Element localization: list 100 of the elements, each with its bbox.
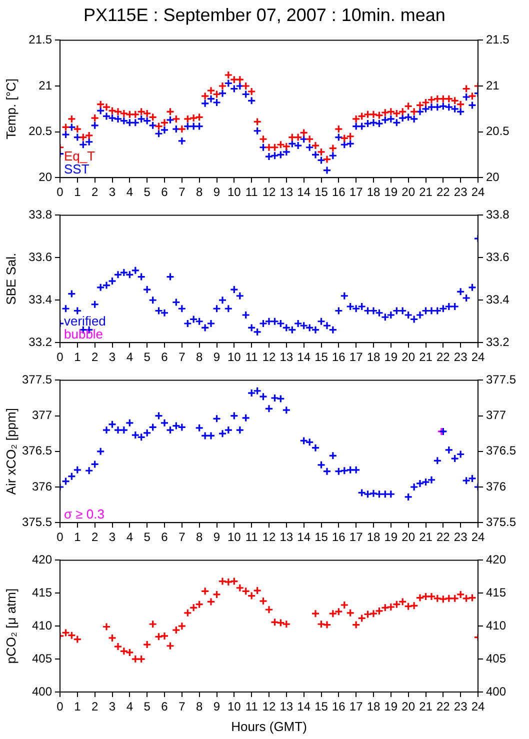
- x-tick-label: 19: [384, 350, 398, 364]
- x-tick-label: 9: [213, 185, 220, 200]
- x-tick-label: 8: [196, 350, 203, 364]
- x-tick-label: 14: [297, 530, 311, 544]
- y-tick-label: 376.5: [22, 444, 52, 458]
- x-tick-label: 11: [245, 185, 258, 200]
- x-tick-label: 4: [126, 700, 134, 714]
- y2-tick-label: 420: [486, 552, 506, 567]
- x-tick-label: 5: [144, 530, 151, 544]
- x-tick-label: 14: [297, 700, 311, 714]
- x-tick-label: 9: [213, 530, 220, 544]
- y2-tick-label: 33.8: [486, 208, 510, 222]
- x-tick-label: 19: [384, 530, 398, 544]
- y2-tick-label: 377.5: [486, 372, 516, 387]
- x-tick-label: 0: [56, 530, 64, 544]
- x-tick-label: 21: [419, 350, 433, 364]
- y-tick-label: 21: [38, 78, 52, 92]
- y2-tick-label: 415: [486, 585, 506, 600]
- y2-tick-label: 410: [486, 618, 506, 632]
- x-tick-label: 20: [402, 185, 416, 200]
- x-tick-label: 4: [126, 530, 134, 544]
- x-axis-title: Hours (GMT): [231, 718, 307, 734]
- x-tick-label: 3: [108, 700, 116, 714]
- x-tick-label: 13: [280, 700, 294, 714]
- x-tick-label: 1: [74, 530, 82, 544]
- x-tick-label: 11: [245, 350, 258, 364]
- x-tick-label: 6: [161, 530, 168, 544]
- y-tick-label: 21.5: [28, 32, 52, 47]
- legend-label: bubble: [64, 326, 104, 342]
- x-tick-label: 24: [471, 700, 485, 714]
- x-tick-label: 22: [436, 185, 450, 200]
- x-tick-label: 23: [454, 530, 468, 544]
- x-tick-label: 10: [227, 700, 242, 714]
- x-tick-label: 8: [196, 700, 203, 714]
- y2-tick-label: 33.4: [486, 292, 510, 306]
- x-tick-label: 9: [213, 350, 220, 364]
- x-tick-label: 11: [245, 700, 258, 714]
- x-tick-label: 16: [332, 700, 346, 714]
- x-tick-label: 3: [108, 530, 116, 544]
- y-tick-label: 420: [32, 552, 52, 567]
- x-tick-label: 18: [366, 530, 380, 544]
- series-label: verified: [64, 314, 106, 329]
- y-tick-label: 33.4: [28, 292, 52, 306]
- x-tick-label: 5: [144, 350, 151, 364]
- x-tick-label: 21: [419, 700, 433, 714]
- x-tick-label: 16: [332, 530, 346, 544]
- x-tick-label: 19: [384, 700, 398, 714]
- x-tick-label: 6: [161, 350, 168, 364]
- y2-tick-label: 20.5: [486, 124, 510, 138]
- x-tick-label: 14: [297, 350, 311, 364]
- x-tick-label: 20: [402, 530, 416, 544]
- x-tick-label: 22: [436, 700, 450, 714]
- x-tick-label: 1: [74, 350, 82, 364]
- y-axis-title: SBE Sal.: [3, 252, 18, 305]
- x-tick-label: 7: [178, 185, 186, 200]
- y2-tick-label: 400: [486, 684, 506, 698]
- y2-tick-label: 376: [486, 479, 506, 494]
- x-tick-label: 13: [280, 185, 294, 200]
- chart-title: PX115E : September 07, 2007 : 10min. mean: [82, 4, 446, 27]
- x-tick-label: 17: [349, 530, 364, 544]
- x-tick-label: 11: [245, 530, 258, 544]
- y-tick-label: 375.5: [22, 514, 52, 529]
- x-tick-label: 6: [161, 700, 168, 714]
- x-tick-label: 24: [471, 185, 485, 200]
- x-tick-label: 5: [144, 185, 151, 200]
- x-tick-label: 15: [314, 350, 328, 364]
- x-tick-label: 12: [262, 530, 276, 544]
- x-tick-label: 8: [196, 530, 203, 544]
- x-tick-label: 16: [332, 185, 346, 200]
- x-tick-label: 6: [161, 185, 168, 200]
- x-tick-label: 23: [454, 185, 468, 200]
- y-axis-title: pCO₂ [μ atm]: [3, 588, 18, 664]
- x-tick-label: 2: [91, 350, 98, 364]
- y2-tick-label: 21.5: [486, 32, 510, 47]
- x-tick-label: 22: [436, 530, 450, 544]
- x-tick-label: 17: [349, 700, 364, 714]
- x-tick-label: 4: [126, 185, 134, 200]
- x-tick-label: 3: [108, 185, 116, 200]
- x-tick-label: 12: [262, 700, 276, 714]
- y2-tick-label: 405: [486, 651, 506, 666]
- x-tick-label: 2: [91, 700, 98, 714]
- y2-tick-label: 21: [486, 78, 500, 92]
- x-tick-label: 23: [454, 350, 468, 364]
- y2-tick-label: 376.5: [486, 444, 516, 458]
- x-tick-label: 1: [74, 185, 82, 200]
- x-tick-label: 2: [91, 185, 98, 200]
- y-tick-label: 20.5: [28, 124, 52, 138]
- x-tick-label: 10: [227, 530, 242, 544]
- y2-tick-label: 377: [486, 408, 506, 422]
- y2-tick-label: 20: [486, 170, 500, 184]
- x-tick-label: 7: [178, 530, 186, 544]
- x-tick-label: 3: [108, 350, 116, 364]
- y-axis-title: Air xCO₂ [ppm]: [3, 408, 18, 495]
- x-tick-label: 7: [178, 700, 186, 714]
- x-tick-label: 14: [297, 185, 311, 200]
- y-tick-label: 33.8: [28, 208, 52, 222]
- y-tick-label: 377.5: [22, 372, 52, 387]
- y-tick-label: 405: [32, 651, 52, 666]
- x-tick-label: 22: [436, 350, 450, 364]
- x-tick-label: 7: [178, 350, 186, 364]
